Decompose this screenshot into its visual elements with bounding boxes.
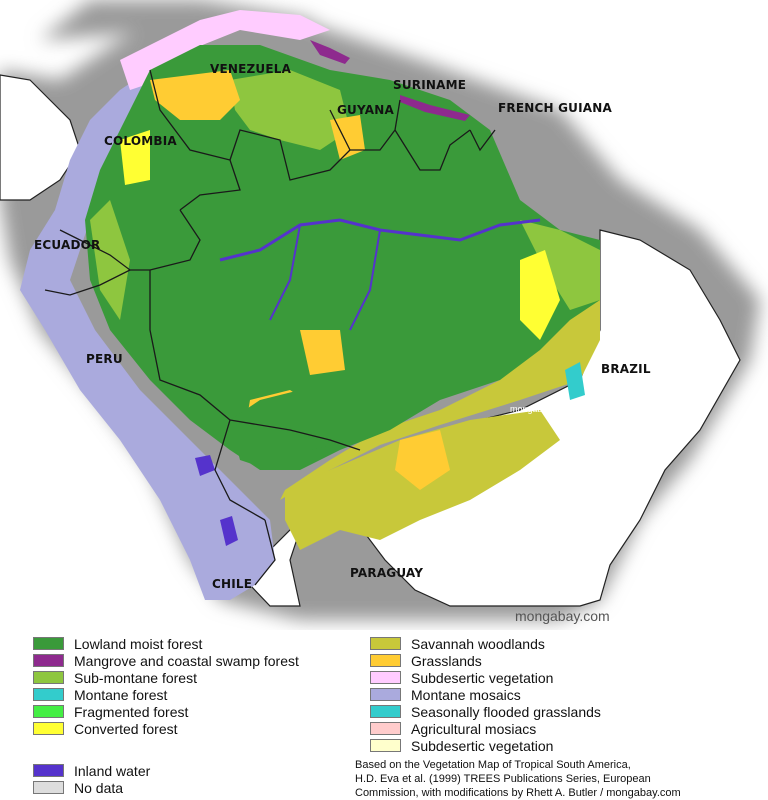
legend-item: Converted forest xyxy=(33,720,178,737)
legend-label: Mangrove and coastal swamp forest xyxy=(74,652,299,669)
legend-label: Savannah woodlands xyxy=(411,635,545,652)
legend-label: Grasslands xyxy=(411,652,482,669)
country-label-french-guiana: FRENCH GUIANA xyxy=(498,101,612,115)
legend-item: Fragmented forest xyxy=(33,703,188,720)
grasslands-4 xyxy=(395,430,450,490)
legend-label: Subdesertic vegetation xyxy=(411,737,554,754)
legend-item: Savannah woodlands xyxy=(370,635,545,652)
legend-swatch xyxy=(33,764,64,777)
legend-item: Inland water xyxy=(33,762,150,779)
savannah-woodlands xyxy=(280,280,600,500)
mangrove xyxy=(310,40,350,64)
legend-label: Inland water xyxy=(74,762,151,779)
vegetation xyxy=(20,10,600,600)
citation-line: Based on the Vegetation Map of Tropical … xyxy=(355,759,631,771)
legend-swatch xyxy=(370,722,401,735)
country-label-venezuela: VENEZUELA xyxy=(210,62,292,76)
country-borders xyxy=(44,69,496,586)
country-label-peru: PERU xyxy=(86,352,123,366)
country-label-guyana: GUYANA xyxy=(337,103,394,117)
converted-forest-2 xyxy=(120,130,150,185)
legend-swatch xyxy=(370,688,401,701)
subdesertic-coast xyxy=(120,10,330,90)
citation-line: Commission, with modifications by Rhett … xyxy=(355,787,681,799)
legend-swatch xyxy=(33,705,64,718)
legend-label: Lowland moist forest xyxy=(74,635,203,652)
legend-item: Montane forest xyxy=(33,686,167,703)
country-label-paraguay: PARAGUAY xyxy=(350,566,424,580)
grasslands-2 xyxy=(150,70,240,120)
legend-item: Montane mosaics xyxy=(370,686,521,703)
country-label-ecuador: ECUADOR xyxy=(34,238,101,252)
lake-titicaca xyxy=(195,455,215,476)
lowland-moist-forest xyxy=(85,45,600,470)
mangrove-2 xyxy=(400,95,470,121)
legend-label: Montane mosaics xyxy=(411,686,521,703)
legend-item: Subdesertic vegetation xyxy=(370,669,553,686)
flooded-grasslands xyxy=(565,362,585,400)
legend-label: Converted forest xyxy=(74,720,178,737)
legend-item: Lowland moist forest xyxy=(33,635,202,652)
legend-item: Seasonally flooded grasslands xyxy=(370,703,601,720)
salar xyxy=(220,516,238,546)
sub-montane-forest xyxy=(230,70,350,150)
river-branch xyxy=(269,224,301,321)
legend-label: Subdesertic vegetation xyxy=(411,669,554,686)
legend-item: Mangrove and coastal swamp forest xyxy=(33,652,299,669)
legend-label: Montane forest xyxy=(74,686,168,703)
legend-item: Grasslands xyxy=(370,652,482,669)
legend-swatch xyxy=(370,671,401,684)
watermark: mongabay.com xyxy=(515,608,610,624)
river-branch-2 xyxy=(349,229,381,331)
legend-swatch xyxy=(370,739,401,752)
citation-line: H.D. Eva et al. (1999) TREES Publication… xyxy=(355,773,651,785)
sub-montane-forest-3 xyxy=(520,220,600,310)
legend-label: Sub-montane forest xyxy=(74,669,197,686)
legend-swatch xyxy=(33,637,64,650)
legend-label: Agricultural mosiacs xyxy=(411,720,537,737)
legend-item: No data xyxy=(33,779,123,796)
legend-label: Seasonally flooded grasslands xyxy=(411,703,601,720)
legend-swatch xyxy=(33,781,64,794)
legend-swatch xyxy=(370,705,401,718)
sub-montane-forest-2 xyxy=(90,200,130,320)
country-label-chile: CHILE xyxy=(212,577,253,591)
legend-swatch xyxy=(33,654,64,667)
legend-label: Fragmented forest xyxy=(74,703,189,720)
citation: Based on the Vegetation Map of Tropical … xyxy=(355,758,681,800)
watermark-small: mongabay.com xyxy=(510,404,571,414)
legend-item: Subdesertic vegetation xyxy=(370,737,553,754)
legend-item: Sub-montane forest xyxy=(33,669,197,686)
grasslands-5 xyxy=(300,330,345,375)
legend-swatch xyxy=(33,688,64,701)
legend-swatch xyxy=(33,671,64,684)
legend-label: No data xyxy=(74,779,124,796)
legend-item: Agricultural mosiacs xyxy=(370,720,536,737)
legend-swatch xyxy=(370,654,401,667)
legend-swatch xyxy=(33,722,64,735)
country-label-suriname: SURINAME xyxy=(393,78,467,92)
converted-forest xyxy=(520,250,560,340)
country-label-colombia: COLOMBIA xyxy=(104,134,177,148)
legend-swatch xyxy=(370,637,401,650)
lowland-forest-bolivia xyxy=(230,390,360,470)
vegetation-map xyxy=(0,0,760,620)
country-label-brazil: BRAZIL xyxy=(601,362,651,376)
